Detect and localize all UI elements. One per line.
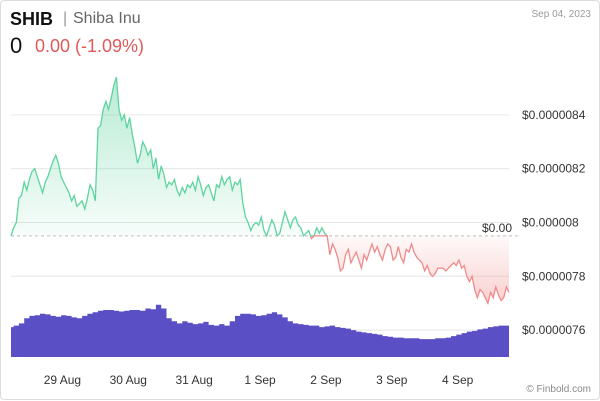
current-price: 0 (10, 33, 23, 58)
x-tick-label: 30 Aug (110, 373, 147, 387)
volume-bars (11, 304, 509, 357)
coin-name: Shiba Inu (73, 10, 141, 27)
y-tick-label: $0.0000082 (522, 162, 586, 176)
x-tick-label: 2 Sep (310, 373, 342, 387)
x-tick-label: 4 Sep (442, 373, 474, 387)
y-tick-label: $0.0000076 (522, 323, 586, 337)
price-area-down (310, 235, 509, 304)
coin-symbol: SHIB (10, 9, 54, 29)
reference-label: $0.00 (482, 221, 512, 235)
price-change: 0.00 (-1.09%) (35, 36, 145, 56)
title-separator: | (63, 10, 68, 27)
price-line-up (10, 76, 328, 238)
date-label: Sep 04, 2023 (531, 9, 592, 20)
y-tick-label: $0.0000084 (522, 108, 586, 122)
price-area-up (11, 77, 328, 236)
y-tick-label: $0.0000078 (522, 269, 586, 283)
x-tick-label: 3 Sep (376, 373, 408, 387)
x-tick-label: 1 Sep (244, 373, 276, 387)
source-attribution: © Finbold.com (526, 384, 591, 395)
price-line-down (309, 235, 510, 306)
x-tick-label: 29 Aug (44, 373, 81, 387)
y-tick-label: $0.000008 (522, 215, 579, 229)
x-tick-label: 31 Aug (175, 373, 212, 387)
